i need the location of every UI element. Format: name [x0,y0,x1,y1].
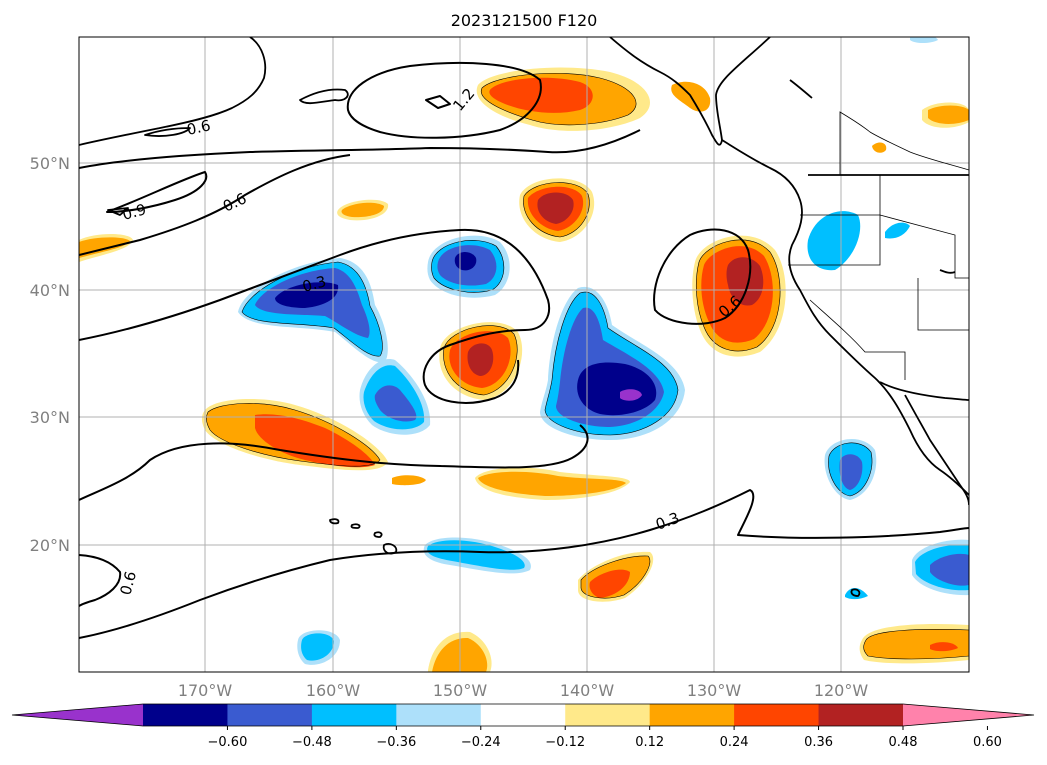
lon-label: 140°W [560,681,615,700]
lon-label: 150°W [433,681,488,700]
gridlines [79,37,969,672]
colorbar-segment [227,704,313,726]
contour-label: 0.9 [120,200,148,224]
lat-label: 40°N [30,281,70,300]
colorbar-tick-label: 0.12 [635,735,664,750]
colorbar-outline [11,703,1035,727]
colorbar-tick-label: 0.60 [973,735,1002,750]
contour-label: 0.6 [185,116,212,139]
colorbar-tick-label: −0.12 [545,735,585,750]
contour-label: 0.3 [300,272,328,296]
colorbar-segment [818,704,904,726]
colorbar-tick-label: −0.36 [376,735,416,750]
lon-label: 130°W [687,681,742,700]
lat-label: 30°N [30,408,70,427]
lon-labels: 170°W 160°W 150°W 140°W 130°W 120°W [178,681,869,700]
contour-label: 0.6 [116,569,140,597]
lat-labels: 50°N 40°N 30°N 20°N [30,154,70,555]
plot-area: 1.2 0.6 0.9 0.6 0.3 0.6 0.3 0.6 [79,37,969,672]
colorbar-extend-low [12,704,143,726]
map-title: 2023121500 F120 [451,11,598,30]
colorbar-tick-label: 0.36 [804,735,833,750]
colorbar-tick-label: −0.24 [461,735,501,750]
colorbar-tick-label: 0.48 [889,735,918,750]
colorbar-extend-high [903,704,1034,726]
lon-label: 170°W [178,681,233,700]
colorbar-tick-label: −0.60 [208,735,248,750]
lat-label: 20°N [30,536,70,555]
colorbar-segment [311,704,397,726]
colorbar-segment [396,704,482,726]
negative-anomalies [238,37,969,665]
lon-label: 120°W [814,681,869,700]
colorbar-segment [143,704,228,726]
colorbar-segment [480,704,566,726]
colorbar-segment [565,704,651,726]
colorbar-segment [734,704,820,726]
lon-label: 160°W [306,681,361,700]
colorbar-segment [649,704,735,726]
coastlines [79,37,969,597]
colorbar-tick-label: −0.48 [292,735,332,750]
colorbar-tick-label: 0.24 [720,735,749,750]
contour-lines [79,61,969,639]
lat-label: 50°N [30,154,70,173]
plot-frame [78,36,970,673]
colorbar: −0.60 −0.48 −0.36 −0.24 −0.12 0.12 0.24 0.36 0.4… [11,703,1035,750]
